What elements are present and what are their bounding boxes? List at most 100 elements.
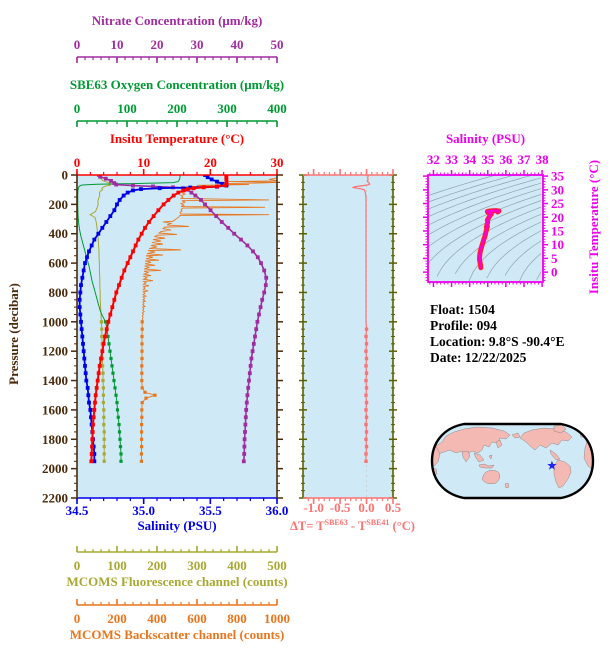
svg-text:1400: 1400 bbox=[42, 373, 68, 388]
series-fluorescence-line bbox=[89, 175, 112, 462]
svg-text:1600: 1600 bbox=[42, 402, 68, 417]
map-landmass bbox=[432, 426, 511, 456]
series-delta-t-line bbox=[351, 175, 371, 462]
svg-text:400: 400 bbox=[267, 101, 287, 116]
map-landmass bbox=[511, 432, 521, 439]
isopycnal-contour bbox=[428, 177, 542, 218]
svg-text:35: 35 bbox=[481, 152, 495, 167]
svg-text:32: 32 bbox=[427, 152, 440, 167]
float-location-star bbox=[547, 460, 557, 470]
isopycnal-contour bbox=[436, 206, 542, 277]
map-landmass bbox=[519, 427, 573, 451]
float-id-line: Float: 1504 bbox=[430, 302, 495, 317]
svg-text:-0.5: -0.5 bbox=[330, 500, 351, 515]
ts-content-group bbox=[428, 175, 542, 282]
svg-text:34.5: 34.5 bbox=[66, 503, 89, 518]
svg-text:800: 800 bbox=[49, 285, 69, 300]
svg-text:500: 500 bbox=[267, 558, 287, 573]
svg-text:2200: 2200 bbox=[42, 491, 68, 506]
svg-text:30: 30 bbox=[191, 37, 204, 52]
svg-text:1000: 1000 bbox=[42, 314, 68, 329]
isopycnal-contour bbox=[428, 200, 542, 264]
svg-text:0: 0 bbox=[62, 168, 69, 183]
svg-text:10: 10 bbox=[551, 237, 564, 252]
svg-text:1000: 1000 bbox=[264, 611, 290, 626]
svg-text:200: 200 bbox=[167, 101, 187, 116]
svg-text:0: 0 bbox=[74, 558, 81, 573]
map-landmass bbox=[504, 482, 510, 489]
ts-curve bbox=[478, 209, 501, 270]
svg-text:200: 200 bbox=[107, 611, 127, 626]
map-outline bbox=[430, 422, 595, 500]
svg-text:800: 800 bbox=[227, 611, 247, 626]
svg-text:10: 10 bbox=[137, 155, 150, 170]
svg-text:400: 400 bbox=[49, 226, 69, 241]
pressure-axis-title: Pressure (decibar) bbox=[6, 283, 21, 385]
svg-text:200: 200 bbox=[147, 558, 167, 573]
map-landmass bbox=[549, 449, 561, 461]
svg-text:33: 33 bbox=[445, 152, 459, 167]
svg-text:1200: 1200 bbox=[42, 344, 68, 359]
map-landmass bbox=[461, 450, 471, 463]
isopycnal-contour bbox=[428, 188, 542, 236]
nitrate-axis-title: Nitrate Concentration (μm/kg) bbox=[91, 13, 263, 28]
svg-text:40: 40 bbox=[231, 37, 244, 52]
svg-text:35.0: 35.0 bbox=[132, 503, 155, 518]
isopycnal-contour bbox=[486, 230, 542, 279]
svg-text:200: 200 bbox=[49, 197, 69, 212]
svg-text:15: 15 bbox=[551, 223, 565, 238]
date-line: Date: 12/22/2025 bbox=[430, 350, 527, 365]
delta-t-axis-title: ΔT= TSBE63 - TSBE41 (°C) bbox=[290, 518, 415, 534]
svg-text:10: 10 bbox=[111, 37, 124, 52]
svg-text:25: 25 bbox=[551, 196, 565, 211]
isopycnal-contour bbox=[428, 182, 542, 226]
fluorescence-axis-title: MCOMS Fluorescence channel (counts) bbox=[66, 574, 288, 589]
svg-text:2000: 2000 bbox=[42, 461, 68, 476]
map-landmass bbox=[495, 439, 503, 449]
svg-text:30: 30 bbox=[551, 182, 564, 197]
svg-text:30: 30 bbox=[271, 155, 284, 170]
profile-series-group bbox=[77, 175, 277, 464]
svg-text:36: 36 bbox=[499, 152, 513, 167]
svg-text:0.5: 0.5 bbox=[385, 500, 402, 515]
svg-text:20: 20 bbox=[551, 210, 564, 225]
svg-text:35.5: 35.5 bbox=[199, 503, 222, 518]
svg-text:400: 400 bbox=[147, 611, 167, 626]
float-info-block: Float: 1504 Profile: 094 Location: 9.8°S… bbox=[430, 302, 565, 366]
svg-text:0: 0 bbox=[74, 155, 81, 170]
svg-text:100: 100 bbox=[107, 558, 127, 573]
isopycnal-contour bbox=[504, 240, 542, 276]
svg-text:100: 100 bbox=[117, 101, 137, 116]
svg-text:50: 50 bbox=[271, 37, 284, 52]
isopycnal-contour bbox=[428, 194, 542, 248]
svg-text:0.0: 0.0 bbox=[358, 500, 374, 515]
ts-temperature-axis-title: Insitu Temperature (°C) bbox=[586, 159, 601, 295]
isopycnal-contour bbox=[428, 175, 516, 203]
ts-salinity-axis-title: Salinity (PSU) bbox=[445, 131, 526, 146]
map-landmass bbox=[478, 463, 495, 469]
isopycnal-contour bbox=[428, 175, 498, 197]
isopycnal-contour bbox=[454, 213, 542, 275]
delta-t-plot-area bbox=[303, 175, 393, 498]
svg-text:38: 38 bbox=[536, 152, 550, 167]
svg-text:300: 300 bbox=[217, 101, 237, 116]
backscatter-axis-title: MCOMS Backscatter channel (counts) bbox=[69, 627, 285, 642]
map-landmass bbox=[473, 452, 485, 463]
series-backscatter-line bbox=[140, 177, 277, 462]
svg-text:5: 5 bbox=[551, 251, 558, 266]
svg-text:1800: 1800 bbox=[42, 432, 68, 447]
svg-text:20: 20 bbox=[151, 37, 164, 52]
svg-text:600: 600 bbox=[187, 611, 207, 626]
oxygen-axis-title: SBE63 Oxygen Concentration (μm/kg) bbox=[69, 77, 285, 92]
svg-text:0: 0 bbox=[74, 37, 81, 52]
map-landmass bbox=[553, 459, 572, 489]
salinity-axis-title: Salinity (PSU) bbox=[137, 518, 217, 533]
isopycnal-contour bbox=[518, 252, 542, 282]
svg-text:20: 20 bbox=[204, 155, 217, 170]
svg-text:35: 35 bbox=[551, 169, 565, 184]
svg-text:36.0: 36.0 bbox=[266, 503, 289, 518]
svg-text:37: 37 bbox=[517, 152, 531, 167]
svg-text:34: 34 bbox=[463, 152, 477, 167]
